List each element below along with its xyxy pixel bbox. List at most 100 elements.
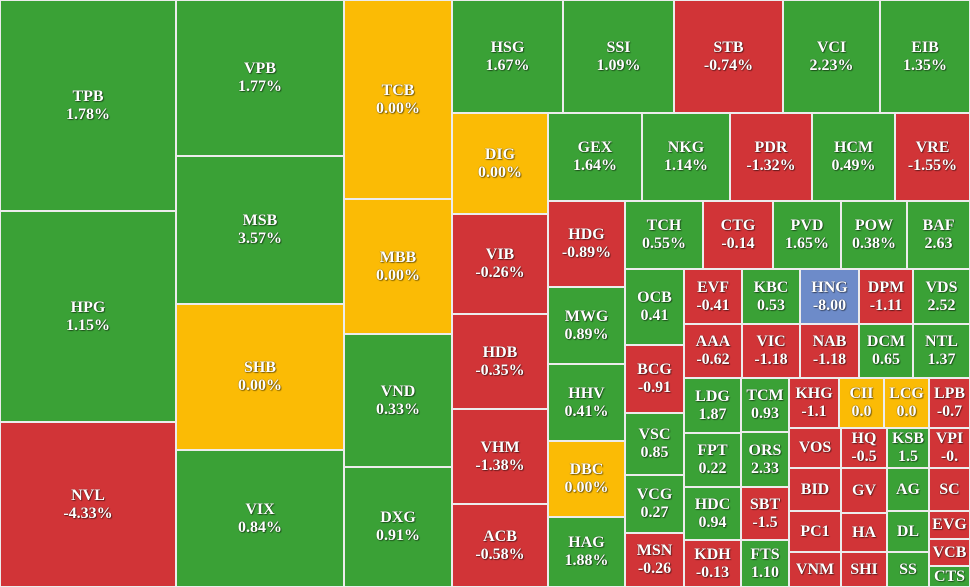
cell-sc[interactable]: SC	[929, 468, 970, 511]
cell-vre[interactable]: VRE -1.55%	[895, 113, 970, 201]
cell-gv[interactable]: GV	[841, 468, 887, 513]
cell-ssi[interactable]: SSI 1.09%	[563, 0, 674, 113]
cell-vos[interactable]: VOS	[789, 428, 841, 468]
cell-cts[interactable]: CTS	[929, 566, 970, 587]
cell-ocb[interactable]: OCB 0.41	[625, 269, 684, 345]
cell-vpb[interactable]: VPB 1.77%	[176, 0, 344, 156]
cell-vhm[interactable]: VHM -1.38%	[452, 409, 548, 504]
cell-text: NAB -1.18	[813, 333, 847, 369]
ticker-label-vnm: VNM	[795, 560, 835, 578]
cell-text: HSG 1.67%	[486, 39, 530, 75]
cell-vib[interactable]: VIB -0.26%	[452, 214, 548, 314]
cell-evg[interactable]: EVG	[929, 511, 970, 539]
cell-hhv[interactable]: HHV 0.41%	[548, 364, 625, 441]
cell-dl[interactable]: DL	[887, 511, 929, 552]
cell-dxg[interactable]: DXG 0.91%	[344, 467, 452, 587]
cell-ntl[interactable]: NTL 1.37	[913, 324, 970, 378]
cell-pdr[interactable]: PDR -1.32%	[730, 113, 812, 201]
cell-text: FPT 0.22	[697, 442, 727, 478]
ticker-label-dl: DL	[896, 522, 920, 540]
change-label-shb: 0.00%	[238, 377, 282, 394]
cell-text: NVL -4.33%	[63, 487, 112, 523]
cell-vpi[interactable]: VPI -0.	[929, 428, 970, 468]
cell-pow[interactable]: POW 0.38%	[841, 201, 907, 269]
cell-dpm[interactable]: DPM -1.11	[859, 269, 913, 324]
ticker-label-vci: VCI	[816, 38, 847, 56]
cell-hdg[interactable]: HDG -0.89%	[548, 201, 625, 287]
cell-kdh[interactable]: KDH -0.13	[684, 540, 741, 587]
cell-baf[interactable]: BAF 2.63	[907, 201, 970, 269]
cell-ksb[interactable]: KSB 1.5	[887, 428, 929, 468]
cell-ss[interactable]: SS	[887, 552, 929, 587]
cell-dcm[interactable]: DCM 0.65	[859, 324, 913, 378]
cell-bcg[interactable]: BCG -0.91	[625, 345, 684, 413]
cell-hpg[interactable]: HPG 1.15%	[0, 211, 176, 422]
cell-text: HDG -0.89%	[562, 226, 611, 262]
cell-hq[interactable]: HQ -0.5	[841, 428, 887, 468]
cell-vcb[interactable]: VCB	[929, 539, 970, 566]
cell-stb[interactable]: STB -0.74%	[674, 0, 783, 113]
cell-khg[interactable]: KHG -1.1	[789, 378, 839, 428]
cell-pc1[interactable]: PC1	[789, 511, 841, 552]
cell-hcm[interactable]: HCM 0.49%	[812, 113, 895, 201]
cell-vcg[interactable]: VCG 0.27	[625, 475, 684, 533]
cell-vnm[interactable]: VNM	[789, 552, 841, 587]
cell-fpt[interactable]: FPT 0.22	[684, 433, 741, 487]
cell-vci[interactable]: VCI 2.23%	[783, 0, 880, 113]
cell-hag[interactable]: HAG 1.88%	[548, 517, 625, 587]
ticker-label-kbc: KBC	[753, 278, 789, 296]
cell-ors[interactable]: ORS 2.33	[741, 432, 789, 487]
cell-shi[interactable]: SHI	[841, 552, 887, 587]
cell-dig[interactable]: DIG 0.00%	[452, 113, 548, 214]
cell-ctg[interactable]: CTG -0.14	[703, 201, 773, 269]
cell-vnd[interactable]: VND 0.33%	[344, 334, 452, 467]
cell-dbc[interactable]: DBC 0.00%	[548, 441, 625, 517]
cell-vsc[interactable]: VSC 0.85	[625, 413, 684, 475]
cell-tch[interactable]: TCH 0.55%	[625, 201, 703, 269]
cell-hsg[interactable]: HSG 1.67%	[452, 0, 563, 113]
cell-cii[interactable]: CII 0.0	[839, 378, 884, 428]
cell-hng[interactable]: HNG -8.00	[800, 269, 859, 324]
ticker-label-lpb: LPB	[933, 385, 966, 402]
cell-aaa[interactable]: AAA -0.62	[684, 324, 742, 378]
cell-kbc[interactable]: KBC 0.53	[742, 269, 800, 324]
cell-msb[interactable]: MSB 3.57%	[176, 156, 344, 304]
cell-tcb[interactable]: TCB 0.00%	[344, 0, 452, 199]
cell-evf[interactable]: EVF -0.41	[684, 269, 742, 324]
ticker-label-acb: ACB	[483, 527, 517, 545]
cell-vix[interactable]: VIX 0.84%	[176, 450, 344, 587]
change-label-pow: 0.38%	[852, 235, 896, 252]
cell-nvl[interactable]: NVL -4.33%	[0, 422, 176, 587]
cell-tpb[interactable]: TPB 1.78%	[0, 0, 176, 211]
cell-bid[interactable]: BID	[789, 468, 841, 511]
cell-hdc[interactable]: HDC 0.94	[684, 487, 741, 540]
change-label-hdb: -0.35%	[475, 361, 525, 379]
cell-mwg[interactable]: MWG 0.89%	[548, 287, 625, 364]
cell-fts[interactable]: FTS 1.10	[741, 540, 789, 587]
cell-vic[interactable]: VIC -1.18	[742, 324, 800, 378]
cell-nkg[interactable]: NKG 1.14%	[642, 113, 730, 201]
cell-pvd[interactable]: PVD 1.65%	[773, 201, 841, 269]
cell-ha[interactable]: HA	[841, 513, 887, 552]
change-label-ntl: 1.37	[927, 351, 956, 368]
cell-nab[interactable]: NAB -1.18	[800, 324, 859, 378]
cell-lcg[interactable]: LCG 0.0	[884, 378, 929, 428]
cell-ag[interactable]: AG	[887, 468, 929, 511]
cell-msn[interactable]: MSN -0.26	[625, 533, 684, 587]
ticker-label-pow: POW	[854, 217, 894, 234]
cell-lpb[interactable]: LPB -0.7	[929, 378, 970, 428]
ticker-label-vds: VDS	[925, 278, 958, 296]
cell-text: VPI -0.	[936, 430, 964, 466]
cell-hdb[interactable]: HDB -0.35%	[452, 314, 548, 409]
cell-eib[interactable]: EIB 1.35%	[880, 0, 970, 113]
cell-acb[interactable]: ACB -0.58%	[452, 504, 548, 587]
cell-gex[interactable]: GEX 1.64%	[548, 113, 642, 201]
change-label-eib: 1.35%	[903, 56, 947, 74]
change-label-ctg: -0.14	[721, 235, 755, 252]
cell-shb[interactable]: SHB 0.00%	[176, 304, 344, 450]
cell-vds[interactable]: VDS 2.52	[913, 269, 970, 324]
cell-ldg[interactable]: LDG 1.87	[684, 378, 741, 433]
cell-sbt[interactable]: SBT -1.5	[741, 487, 789, 540]
cell-tcm[interactable]: TCM 0.93	[741, 378, 789, 432]
cell-mbb[interactable]: MBB 0.00%	[344, 199, 452, 334]
